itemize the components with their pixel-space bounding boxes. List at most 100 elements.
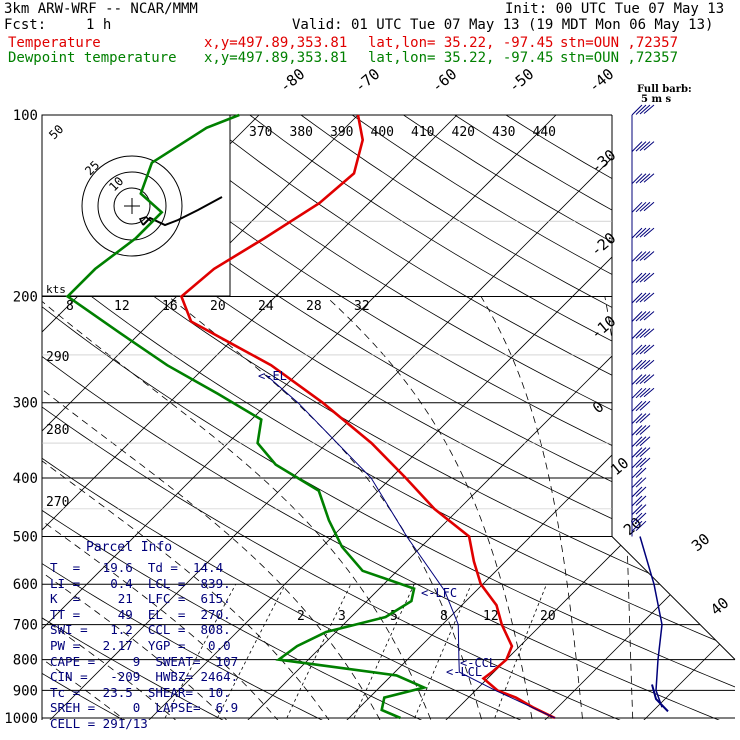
moist-adiabat-line bbox=[168, 296, 486, 720]
parcel-info-row: CELL = 291/13 bbox=[50, 716, 148, 731]
dewpoint-latlon: lat,lon= 35.22, -97.45 bbox=[368, 50, 554, 66]
mixing-ratio-label: 20 bbox=[540, 609, 556, 624]
isotherm-label: -20 bbox=[587, 229, 619, 260]
wind-barb bbox=[631, 486, 647, 498]
isotherm-line bbox=[533, 115, 735, 720]
isotherm-line bbox=[731, 115, 735, 720]
parcel-info-row: SWI = 1.2 CCL = 808. bbox=[50, 622, 231, 638]
wind-barb bbox=[631, 436, 651, 448]
mixing-ratio-line bbox=[494, 584, 547, 719]
isotherm-label: 30 bbox=[688, 530, 713, 555]
temperature-xy: x,y=497.89,353.81 bbox=[204, 35, 348, 51]
theta-label: 380 bbox=[290, 125, 313, 140]
wind-barb bbox=[631, 141, 655, 152]
dry-adiabat-line bbox=[505, 115, 735, 720]
hodograph-speed-label: 32 bbox=[354, 299, 370, 314]
dry-adiabat-line bbox=[42, 115, 545, 720]
wind-barb bbox=[631, 495, 647, 507]
pressure-label-800: 800 bbox=[13, 653, 38, 669]
theta-label: 430 bbox=[492, 125, 515, 140]
pressure-label-100: 100 bbox=[13, 108, 38, 124]
dry-adiabat-line bbox=[42, 115, 735, 720]
lower-wind-staff bbox=[639, 536, 663, 708]
hodograph-ring bbox=[113, 187, 151, 225]
dry-adiabat-line bbox=[147, 115, 735, 720]
isotherm-line bbox=[42, 115, 458, 720]
wind-barb bbox=[631, 251, 655, 262]
mixing-ratio-line bbox=[414, 584, 472, 719]
wind-barb bbox=[631, 512, 647, 524]
level-annotation: <-LCL bbox=[446, 665, 482, 679]
theta-label: 420 bbox=[452, 125, 475, 140]
wind-barb bbox=[631, 467, 647, 479]
mixing-ratio-label: 8 bbox=[440, 609, 448, 624]
mixing-ratio-line bbox=[353, 584, 415, 719]
dry-adiabat-line bbox=[42, 115, 44, 720]
wind-barb bbox=[631, 425, 651, 436]
wind-barb bbox=[631, 359, 655, 371]
parcel-info-row: CIN = -209 HWBZ= 2464. bbox=[50, 669, 239, 685]
parcel-info-row: PW = 2.17 YGP = 0.0 bbox=[50, 638, 231, 653]
parcel-info-row: TT = 49 EL = 270. bbox=[50, 606, 231, 622]
isotherm-label: 10 bbox=[607, 454, 632, 479]
parcel-info-row: K = 21 LFC = 615. bbox=[50, 591, 231, 607]
isotherm-label: -10 bbox=[587, 312, 619, 343]
theta-left-label: 290 bbox=[46, 350, 69, 365]
wind-barb bbox=[631, 477, 647, 489]
wind-barb bbox=[631, 292, 655, 304]
parcel-info-row: SREH = 0 LAPSE= 6.9 bbox=[50, 700, 239, 716]
mixing-ratio-label: 3 bbox=[338, 609, 346, 624]
moist-adiabat-line bbox=[42, 296, 387, 720]
wind-barb bbox=[631, 227, 655, 239]
hodograph-speed-label: 20 bbox=[210, 299, 226, 314]
isotherm-label: -50 bbox=[505, 65, 537, 96]
wind-barb bbox=[631, 173, 655, 185]
dry-adiabat-line bbox=[42, 115, 345, 720]
level-annotation: <-EL bbox=[258, 369, 287, 383]
dry-adiabat-line bbox=[42, 115, 735, 720]
barb-legend-line1: Full barb: bbox=[637, 84, 692, 95]
mixing-ratio-line bbox=[217, 584, 286, 719]
isotherm-label: -30 bbox=[587, 146, 619, 177]
isotherm-line bbox=[335, 115, 735, 720]
moist-adiabat-line bbox=[325, 296, 535, 720]
pressure-label-700: 700 bbox=[13, 618, 38, 634]
dry-adiabat-line bbox=[42, 115, 445, 720]
mixing-ratio-label: 12 bbox=[483, 609, 499, 624]
wind-barb bbox=[631, 328, 655, 340]
dry-adiabat-line bbox=[198, 115, 735, 720]
dry-adiabat-line bbox=[403, 115, 735, 720]
dry-adiabat-line bbox=[95, 115, 735, 720]
theta-left-label: 270 bbox=[46, 495, 69, 510]
barb-legend-line2: 5 m s bbox=[641, 94, 672, 105]
parcel-info-row: T = 19.6 Td = 14.4 bbox=[50, 560, 224, 575]
dry-adiabat-line bbox=[454, 115, 735, 720]
wind-barb bbox=[631, 104, 655, 116]
wind-barb bbox=[631, 311, 655, 322]
theta-label: 370 bbox=[249, 125, 272, 140]
pressure-label-500: 500 bbox=[13, 529, 38, 545]
model-title: 3km ARW-WRF -- NCAR/MMM bbox=[4, 1, 198, 17]
theta-label: 410 bbox=[411, 125, 434, 140]
wind-barb bbox=[631, 344, 655, 356]
wind-barb bbox=[631, 387, 655, 399]
moist-adiabat-line bbox=[480, 296, 585, 720]
level-annotation: <-LFC bbox=[421, 586, 457, 600]
mixing-ratio-line bbox=[164, 584, 237, 719]
mixing-ratio-line bbox=[286, 584, 352, 719]
wind-barb bbox=[631, 400, 651, 412]
hodograph-speed-label: 8 bbox=[66, 299, 74, 314]
wind-barb bbox=[631, 457, 651, 469]
wind-barb bbox=[631, 374, 655, 385]
pressure-label-600: 600 bbox=[13, 577, 38, 593]
isotherm-label: -40 bbox=[585, 65, 617, 96]
theta-label: 400 bbox=[371, 125, 394, 140]
wind-barb bbox=[631, 413, 651, 425]
pressure-label-200: 200 bbox=[13, 290, 38, 306]
pressure-label-300: 300 bbox=[13, 396, 38, 412]
temperature-legend: Temperature bbox=[8, 35, 101, 51]
dewpoint-stn: stn=OUN ,72357 bbox=[560, 50, 679, 66]
isotherm-label: -80 bbox=[276, 65, 308, 96]
dewpoint-xy: x,y=497.89,353.81 bbox=[204, 50, 348, 66]
